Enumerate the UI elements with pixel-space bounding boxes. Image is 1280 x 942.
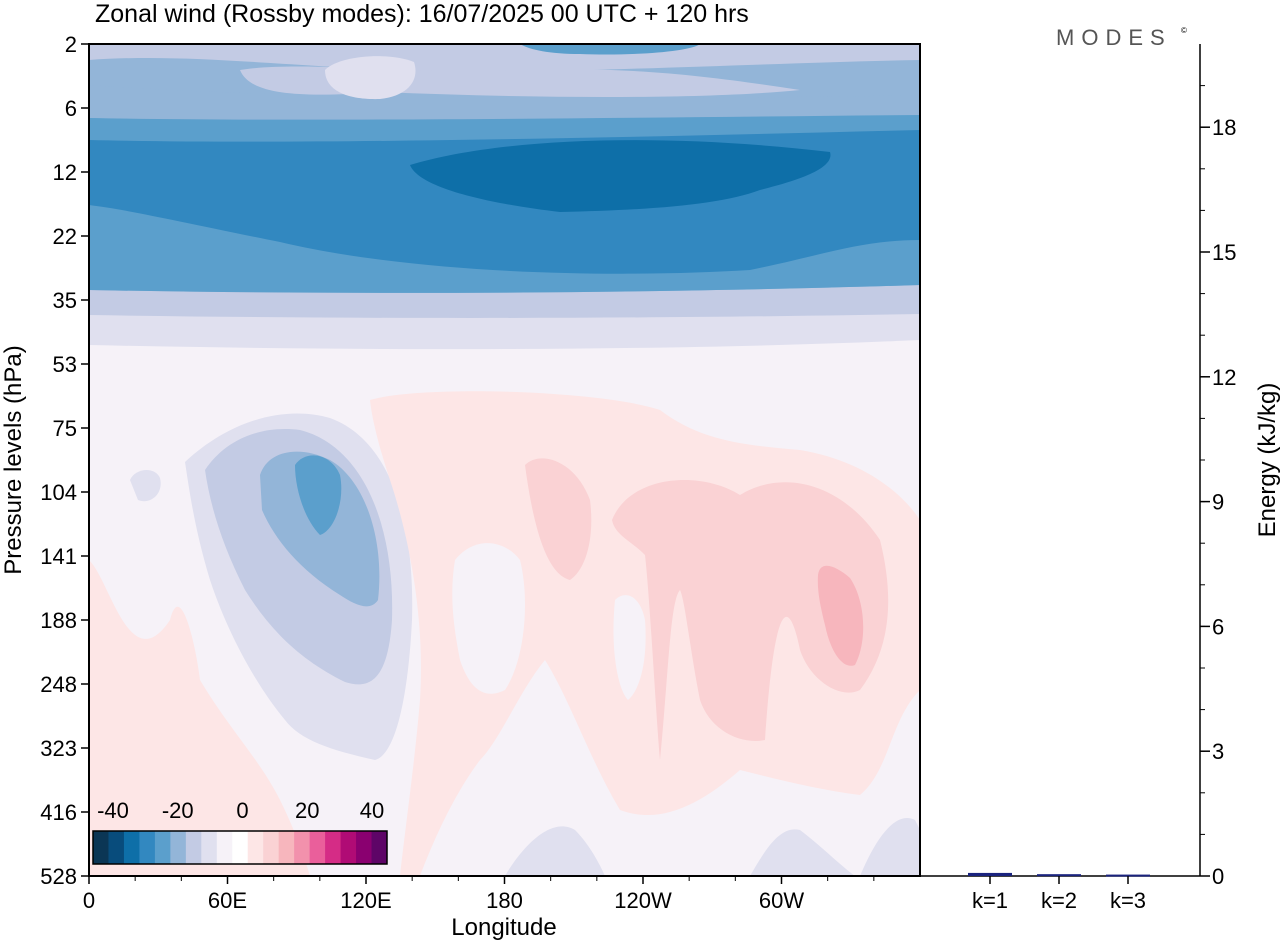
zonal-wind-field bbox=[89, 44, 920, 876]
colorbar-swatch bbox=[154, 831, 171, 864]
colorbar-frame bbox=[92, 830, 388, 865]
colorbar-swatch bbox=[232, 831, 249, 864]
colorbar-swatch bbox=[93, 831, 109, 864]
x-tick-label: 60E bbox=[208, 888, 247, 913]
x-axis-label: Longitude bbox=[451, 914, 556, 941]
y-tick-label: 248 bbox=[40, 672, 77, 697]
pressure-axis: 2 6 12 22 35 53 75 104 141 188 248 323 416 528 bbox=[40, 32, 89, 889]
y-tick-label: 2 bbox=[65, 32, 77, 57]
energy-bar bbox=[1106, 874, 1150, 877]
colorbar-label: 0 bbox=[236, 798, 248, 823]
x-tick-label: 120E bbox=[340, 888, 391, 913]
energy-bar bbox=[968, 872, 1012, 876]
colorbar-swatch bbox=[278, 831, 295, 864]
colorbar-swatch bbox=[201, 831, 218, 864]
energy-x-tick-label: k=1 bbox=[972, 888, 1008, 913]
modes-logo: MODES bbox=[1056, 25, 1172, 50]
y-axis-label: Pressure levels (hPa) bbox=[0, 345, 27, 574]
energy-tick-label: 12 bbox=[1212, 365, 1236, 390]
y-tick-label: 188 bbox=[40, 608, 77, 633]
energy-axis: 0 3 6 9 12 15 18 bbox=[1200, 85, 1236, 889]
colorbar: -40 -20 0 20 40 bbox=[92, 798, 388, 865]
colorbar-swatch bbox=[139, 831, 156, 864]
energy-tick-label: 3 bbox=[1212, 739, 1224, 764]
colorbar-label: -40 bbox=[97, 798, 129, 823]
longitude-axis: 0 60E 120E 180 120W 60W bbox=[83, 876, 875, 913]
colorbar-swatch bbox=[170, 831, 187, 864]
colorbar-swatch bbox=[356, 831, 373, 864]
colorbar-swatch bbox=[325, 831, 342, 864]
colorbar-swatch bbox=[216, 831, 233, 864]
energy-tick-label: 9 bbox=[1212, 490, 1224, 515]
y-tick-label: 35 bbox=[53, 288, 77, 313]
energy-tick-label: 15 bbox=[1212, 240, 1236, 265]
energy-tick-label: 0 bbox=[1212, 864, 1224, 889]
y-tick-label: 22 bbox=[53, 224, 77, 249]
colorbar-swatch bbox=[263, 831, 280, 864]
y-tick-label: 6 bbox=[65, 96, 77, 121]
y-tick-label: 416 bbox=[40, 800, 77, 825]
y-tick-label: 53 bbox=[53, 352, 77, 377]
x-tick-label: 0 bbox=[83, 888, 95, 913]
x-tick-label: 120W bbox=[614, 888, 672, 913]
energy-axis-label: Energy (kJ/kg) bbox=[1254, 383, 1280, 538]
y-tick-label: 75 bbox=[53, 416, 77, 441]
energy-x-tick-label: k=3 bbox=[1110, 888, 1146, 913]
colorbar-swatch bbox=[340, 831, 357, 864]
chart-title: Zonal wind (Rossby modes): 16/07/2025 00… bbox=[95, 0, 749, 28]
colorbar-swatch bbox=[371, 831, 388, 864]
energy-bars: k=1 k=2 k=3 bbox=[968, 872, 1150, 913]
energy-tick-label: 18 bbox=[1212, 115, 1236, 140]
colorbar-label: -20 bbox=[162, 798, 194, 823]
colorbar-swatch bbox=[108, 831, 125, 864]
energy-tick-label: 6 bbox=[1212, 614, 1224, 639]
colorbar-swatch bbox=[123, 831, 140, 864]
colorbar-swatch bbox=[185, 831, 202, 864]
y-tick-label: 12 bbox=[53, 160, 77, 185]
energy-x-tick-label: k=2 bbox=[1041, 888, 1077, 913]
logo-mark: © bbox=[1181, 26, 1187, 35]
y-tick-label: 323 bbox=[40, 736, 77, 761]
colorbar-swatch bbox=[247, 831, 264, 864]
colorbar-label: 40 bbox=[360, 798, 384, 823]
y-tick-label: 528 bbox=[40, 864, 77, 889]
y-tick-label: 141 bbox=[40, 544, 77, 569]
x-tick-label: 180 bbox=[486, 888, 523, 913]
x-tick-label: 60W bbox=[759, 888, 804, 913]
energy-bar bbox=[1037, 874, 1081, 877]
y-tick-label: 104 bbox=[40, 480, 77, 505]
colorbar-swatch bbox=[294, 831, 311, 864]
colorbar-label: 20 bbox=[295, 798, 319, 823]
colorbar-swatch bbox=[309, 831, 326, 864]
